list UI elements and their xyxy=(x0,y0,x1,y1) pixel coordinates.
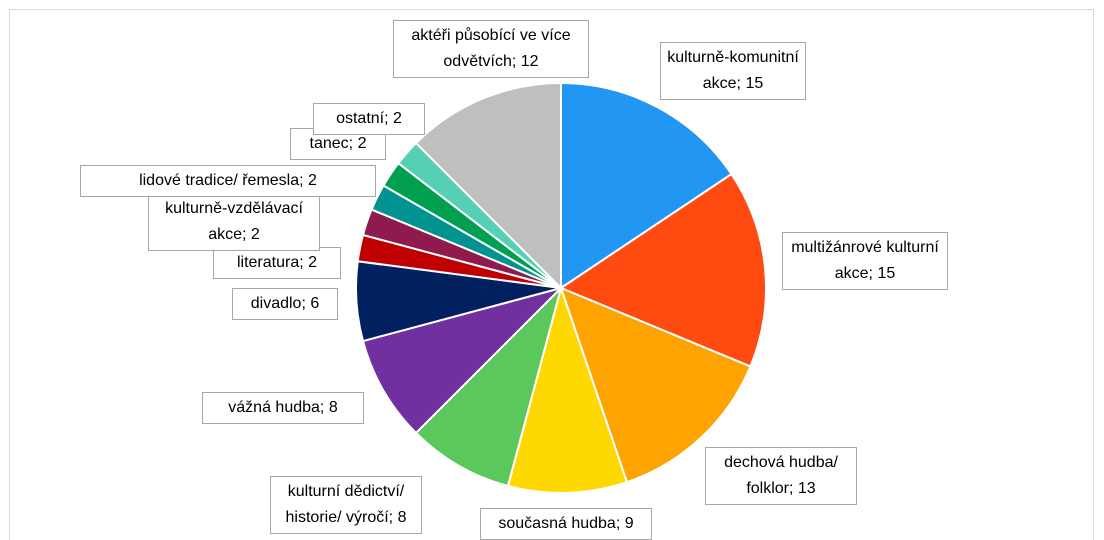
label-value: 2 xyxy=(308,254,318,271)
label-value: 15 xyxy=(745,75,764,92)
label-separator: ; xyxy=(348,135,358,152)
data-label: divadlo; 6 xyxy=(232,288,338,320)
data-label: ostatní; 2 xyxy=(313,103,425,135)
pie-slice xyxy=(559,286,752,484)
label-category: kulturně-komunitní akce xyxy=(667,49,804,92)
data-label: aktéři působící ve více odvětvích; 12 xyxy=(393,20,589,78)
label-category: aktéři působící ve více odvětvích xyxy=(411,27,576,70)
label-value: 13 xyxy=(797,480,816,497)
data-label: kulturně-komunitní akce; 15 xyxy=(660,42,806,100)
label-separator: ; xyxy=(384,110,393,127)
label-category: multižánrové kulturní akce xyxy=(791,239,944,282)
label-separator: ; xyxy=(868,265,878,282)
label-separator: ; xyxy=(299,254,309,271)
label-value: 2 xyxy=(393,110,402,127)
label-value: 9 xyxy=(624,515,634,532)
data-label: kulturně-vzdělávací akce; 2 xyxy=(148,193,320,251)
label-separator: ; xyxy=(615,515,625,532)
label-category: lidové tradice/ řemesla xyxy=(139,172,300,189)
label-category: tanec xyxy=(309,135,349,152)
label-category: vážná hudba xyxy=(228,399,320,416)
label-value: 8 xyxy=(397,509,407,526)
data-label: literatura; 2 xyxy=(213,247,341,279)
label-category: dechová hudba/ folklor xyxy=(724,454,843,497)
label-category: současná hudba xyxy=(498,515,616,532)
label-category: ostatní xyxy=(336,110,385,127)
label-separator: ; xyxy=(299,172,309,189)
label-value: 2 xyxy=(308,172,317,189)
label-separator: ; xyxy=(789,480,798,497)
label-category: kulturní dědictví/ historie/ výročí xyxy=(285,483,409,526)
label-value: 8 xyxy=(328,399,338,416)
label-separator: ; xyxy=(511,53,521,70)
data-label: vážná hudba; 8 xyxy=(202,392,364,424)
pie-slice xyxy=(414,81,562,291)
chart-frame xyxy=(9,9,1094,540)
label-value: 2 xyxy=(250,226,260,243)
data-label: multižánrové kulturní akce; 15 xyxy=(782,232,948,290)
label-separator: ; xyxy=(242,226,251,243)
label-value: 2 xyxy=(357,135,367,152)
label-separator: ; xyxy=(301,295,311,312)
pie-slice xyxy=(560,81,733,290)
label-category: divadlo xyxy=(250,295,302,312)
label-separator: ; xyxy=(388,509,398,526)
label-value: 12 xyxy=(520,53,539,70)
label-separator: ; xyxy=(319,399,329,416)
data-label: lidové tradice/ řemesla; 2 xyxy=(80,165,376,197)
pie-slice xyxy=(506,284,629,494)
pie-slice xyxy=(414,284,563,488)
pie-slice xyxy=(558,172,767,368)
data-label: kulturní dědictví/ historie/ výročí; 8 xyxy=(270,476,422,534)
pie-slice xyxy=(361,286,565,435)
data-label: dechová hudba/ folklor; 13 xyxy=(705,447,857,505)
label-value: 15 xyxy=(877,265,896,282)
data-label: současná hudba; 9 xyxy=(480,508,652,540)
label-category: kulturně-vzdělávací akce xyxy=(165,200,308,243)
label-category: literatura xyxy=(236,254,300,271)
label-value: 6 xyxy=(310,295,320,312)
label-separator: ; xyxy=(736,75,746,92)
